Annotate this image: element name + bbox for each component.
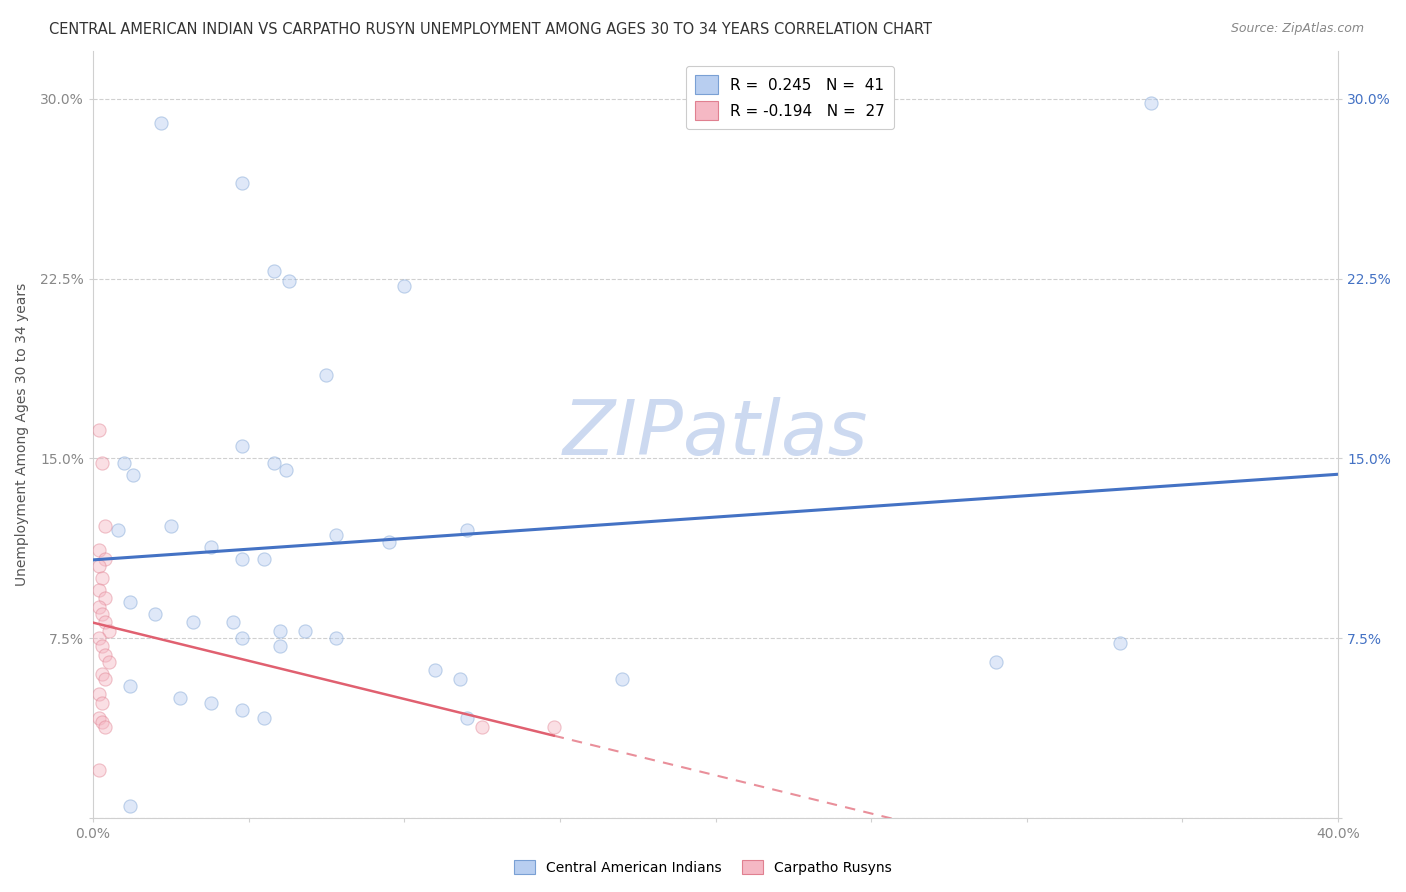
Point [394, 278, 416, 293]
Point [278, 274, 301, 288]
Point [112, 456, 135, 470]
Point [94, 518, 117, 533]
Point [612, 672, 634, 686]
Point [91, 571, 114, 585]
Y-axis label: Unemployment Among Ages 30 to 34 years: Unemployment Among Ages 30 to 34 years [15, 283, 30, 586]
Point [143, 607, 166, 622]
Point [89, 632, 111, 646]
Point [377, 535, 399, 549]
Point [325, 528, 347, 542]
Point [1140, 96, 1163, 111]
Point [200, 540, 222, 554]
Point [91, 607, 114, 622]
Point [120, 679, 142, 693]
Point [169, 691, 191, 706]
Point [263, 264, 285, 278]
Legend: R =  0.245   N =  41, R = -0.194   N =  27: R = 0.245 N = 41, R = -0.194 N = 27 [686, 66, 894, 129]
Point [91, 715, 114, 730]
Text: ZIPatlas: ZIPatlas [562, 398, 869, 472]
Point [89, 600, 111, 615]
Point [107, 524, 129, 538]
Point [89, 423, 111, 437]
Text: CENTRAL AMERICAN INDIAN VS CARPATHO RUSYN UNEMPLOYMENT AMONG AGES 30 TO 34 YEARS: CENTRAL AMERICAN INDIAN VS CARPATHO RUSY… [49, 22, 932, 37]
Point [91, 639, 114, 653]
Point [253, 552, 276, 566]
Point [315, 368, 337, 382]
Point [269, 639, 291, 653]
Point [94, 648, 117, 663]
Point [274, 463, 297, 477]
Point [91, 696, 114, 710]
Point [122, 468, 145, 483]
Point [89, 559, 111, 574]
Point [231, 632, 253, 646]
Point [89, 542, 111, 557]
Point [222, 615, 245, 629]
Point [150, 115, 173, 129]
Point [456, 710, 478, 724]
Point [231, 176, 253, 190]
Point [89, 583, 111, 598]
Point [200, 696, 222, 710]
Text: Source: ZipAtlas.com: Source: ZipAtlas.com [1230, 22, 1364, 36]
Point [294, 624, 316, 639]
Point [160, 518, 183, 533]
Point [269, 624, 291, 639]
Point [94, 615, 117, 629]
Point [231, 440, 253, 454]
Point [263, 456, 285, 470]
Point [1109, 636, 1132, 650]
Point [94, 591, 117, 605]
Point [325, 632, 347, 646]
Point [231, 703, 253, 717]
Point [471, 720, 494, 734]
Legend: Central American Indians, Carpatho Rusyns: Central American Indians, Carpatho Rusyn… [509, 855, 897, 880]
Point [89, 687, 111, 701]
Point [97, 656, 120, 670]
Point [120, 799, 142, 814]
Point [97, 624, 120, 639]
Point [91, 456, 114, 470]
Point [456, 524, 478, 538]
Point [89, 764, 111, 778]
Point [181, 615, 204, 629]
Point [120, 595, 142, 609]
Point [231, 552, 253, 566]
Point [253, 710, 276, 724]
Point [984, 656, 1007, 670]
Point [94, 552, 117, 566]
Point [91, 667, 114, 681]
Point [89, 710, 111, 724]
Point [94, 672, 117, 686]
Point [449, 672, 471, 686]
Point [425, 663, 447, 677]
Point [94, 720, 117, 734]
Point [543, 720, 565, 734]
